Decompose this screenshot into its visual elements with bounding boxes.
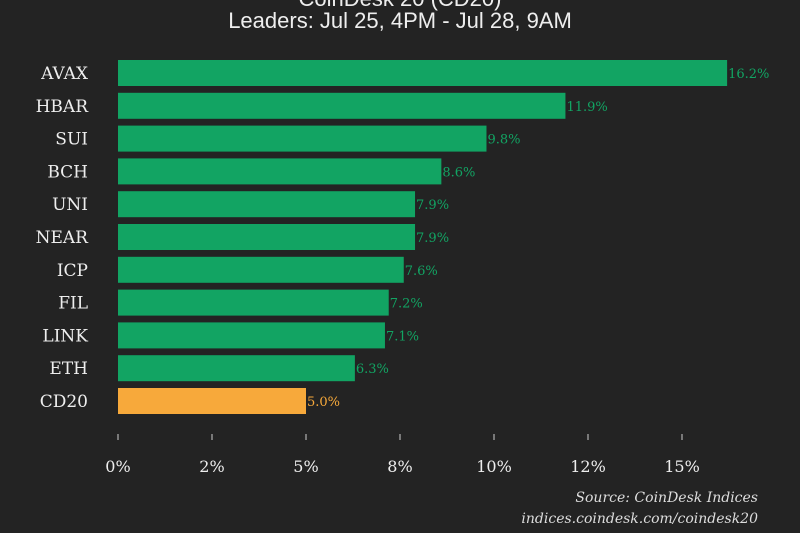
x-tick-label: 12%: [570, 457, 606, 476]
bar-icp: [118, 256, 404, 283]
data-label: 11.9%: [566, 100, 607, 115]
category-label: ETH: [49, 359, 88, 379]
x-tick-label: 0%: [105, 457, 130, 476]
bar-hbar: [118, 92, 566, 119]
data-label: 6.3%: [356, 362, 389, 377]
data-label: 9.8%: [487, 133, 520, 148]
category-label: ICP: [57, 261, 88, 281]
category-label: CD20: [40, 392, 88, 412]
x-tick-label: 15%: [664, 457, 700, 476]
category-label: HBAR: [36, 97, 90, 117]
data-label: 16.2%: [728, 67, 769, 82]
category-label: FIL: [58, 294, 88, 314]
source-url: indices.coindesk.com/coindesk20: [521, 511, 758, 527]
bar-avax: [118, 60, 728, 86]
x-tick-label: 2%: [199, 457, 224, 476]
data-label: 7.9%: [416, 198, 449, 213]
x-tick-label: 10%: [476, 457, 512, 476]
bar-uni: [118, 191, 416, 218]
data-label: 8.6%: [442, 165, 475, 180]
data-label: 7.2%: [390, 297, 423, 312]
category-label: SUI: [55, 130, 88, 150]
data-label: 7.1%: [386, 329, 419, 344]
bar-link: [118, 322, 385, 349]
bar-fil: [118, 289, 389, 316]
x-tick-label: 8%: [387, 457, 412, 476]
bar-eth: [118, 355, 355, 382]
bar-sui: [118, 125, 487, 152]
x-tick-label: 5%: [293, 457, 318, 476]
category-label: LINK: [42, 326, 88, 346]
data-label: 5.0%: [307, 395, 340, 410]
category-label: AVAX: [40, 64, 89, 84]
bar-cd20: [118, 388, 306, 414]
bar-bch: [118, 158, 442, 185]
bar-near: [118, 224, 416, 250]
category-label: BCH: [47, 162, 88, 182]
source-note: Source: CoinDesk Indices: [575, 490, 758, 506]
data-label: 7.9%: [416, 231, 449, 246]
chart-subtitle: Leaders: Jul 25, 4PM - Jul 28, 9AM: [228, 8, 572, 33]
category-label: NEAR: [36, 228, 90, 248]
chart-title: CoinDesk 20 (CD20): [0, 0, 800, 12]
category-label: UNI: [52, 195, 88, 215]
data-label: 7.6%: [405, 264, 438, 279]
